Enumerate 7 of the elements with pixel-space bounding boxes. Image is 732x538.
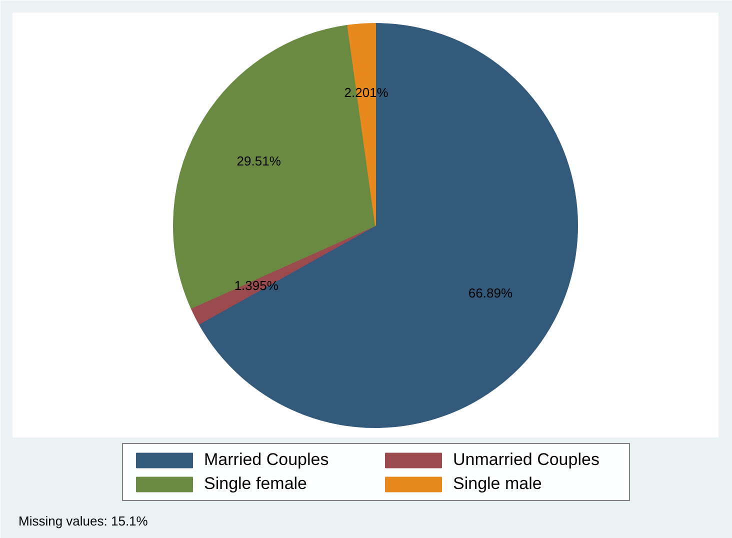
legend-label: Unmarried Couples [453, 450, 600, 470]
text: Missing values: 15.1% [18, 514, 148, 528]
data-label: 66.89% [468, 285, 513, 300]
legend-label: Married Couples [204, 450, 330, 470]
legend-label: Single female [204, 474, 308, 494]
legend-label: Single male [453, 474, 543, 494]
data-label: 29.51% [236, 153, 282, 168]
